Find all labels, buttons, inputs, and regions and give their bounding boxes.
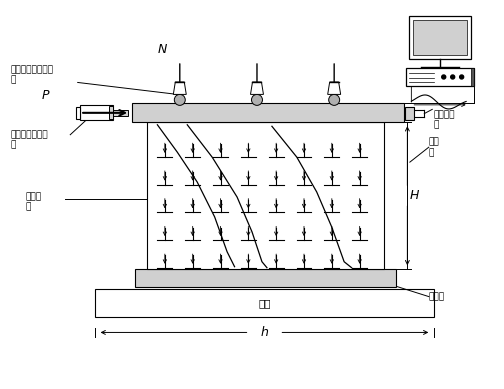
Polygon shape bbox=[250, 82, 264, 95]
Text: 台座: 台座 bbox=[258, 298, 271, 308]
Text: H: H bbox=[410, 189, 419, 202]
Bar bbox=[76, 107, 80, 119]
Circle shape bbox=[451, 75, 455, 79]
Polygon shape bbox=[328, 82, 341, 95]
Circle shape bbox=[329, 95, 340, 105]
Bar bbox=[409, 16, 471, 59]
Circle shape bbox=[174, 95, 185, 105]
Bar bbox=[413, 20, 467, 54]
Text: 位移
计: 位移 计 bbox=[429, 137, 439, 157]
Text: 带定向滑轮的千斤
顶: 带定向滑轮的千斤 顶 bbox=[11, 65, 53, 85]
Text: N: N bbox=[158, 43, 167, 56]
Text: P: P bbox=[42, 89, 49, 102]
Bar bbox=[135, 269, 397, 287]
Bar bbox=[80, 105, 112, 120]
Bar bbox=[405, 107, 414, 120]
Text: 基础梁: 基础梁 bbox=[429, 292, 445, 301]
Text: h: h bbox=[261, 326, 269, 339]
Text: 荷载分配
梁: 荷载分配 梁 bbox=[434, 110, 455, 129]
Bar bbox=[133, 103, 404, 122]
Bar bbox=[148, 122, 384, 269]
Circle shape bbox=[460, 75, 464, 79]
Bar bbox=[95, 289, 434, 317]
Bar bbox=[108, 106, 112, 119]
Circle shape bbox=[442, 75, 446, 79]
Text: 试验墙
体: 试验墙 体 bbox=[25, 192, 41, 212]
Text: 千斤顶加水平荷
载: 千斤顶加水平荷 载 bbox=[11, 130, 48, 149]
Polygon shape bbox=[173, 82, 186, 95]
Bar bbox=[471, 68, 474, 86]
Circle shape bbox=[251, 95, 263, 105]
Bar bbox=[406, 68, 474, 86]
Bar bbox=[112, 110, 128, 116]
